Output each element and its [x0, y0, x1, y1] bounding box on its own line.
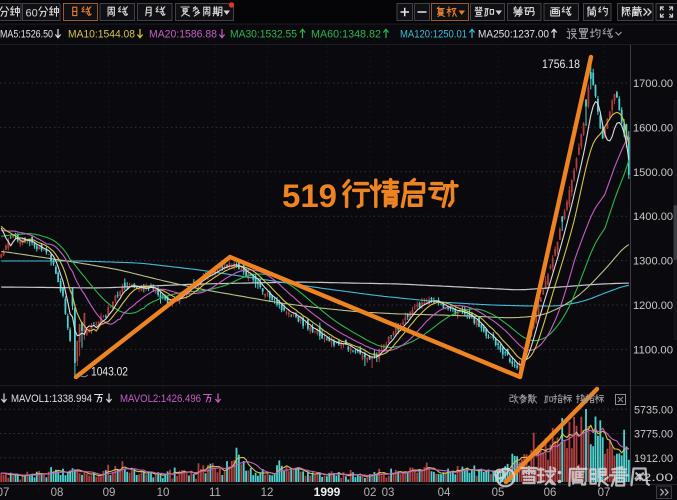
svg-text:1100.00: 1100.00	[633, 344, 673, 356]
svg-text:MA120:1250.01: MA120:1250.01	[400, 29, 467, 41]
svg-text:05: 05	[492, 487, 505, 499]
svg-text:07: 07	[598, 487, 611, 499]
svg-text:MA5:1526.50: MA5:1526.50	[0, 29, 53, 41]
svg-text:1200.00: 1200.00	[633, 300, 673, 312]
svg-text:02: 02	[364, 487, 377, 499]
svg-text:1912.00: 1912.00	[634, 453, 673, 465]
svg-text:11: 11	[209, 487, 221, 499]
svg-text:5735.00: 5735.00	[634, 404, 673, 416]
svg-text:06: 06	[544, 487, 557, 499]
svg-text:1400.00: 1400.00	[633, 211, 673, 223]
svg-text:1700.00: 1700.00	[633, 78, 673, 90]
svg-text:60: 60	[26, 8, 38, 20]
svg-text:08: 08	[51, 487, 64, 499]
svg-text:10: 10	[157, 487, 170, 499]
svg-text:04: 04	[438, 487, 451, 499]
svg-text:519: 519	[282, 178, 337, 214]
svg-text:03: 03	[382, 487, 395, 499]
svg-text:MAVOL1:1338.994: MAVOL1:1338.994	[11, 393, 92, 405]
svg-text:3775.00: 3775.00	[634, 429, 673, 441]
svg-text:07: 07	[0, 487, 9, 499]
svg-text:MA20:1586.88: MA20:1586.88	[149, 29, 217, 41]
svg-text:MA30:1532.55: MA30:1532.55	[230, 29, 297, 41]
svg-text:1500.00: 1500.00	[633, 167, 673, 179]
svg-text:1043.02: 1043.02	[91, 367, 128, 379]
svg-text:1999: 1999	[314, 485, 341, 499]
svg-text:09: 09	[103, 487, 116, 499]
svg-text:MA10:1544.08: MA10:1544.08	[68, 29, 135, 41]
svg-text:MAVOL2:1426.496: MAVOL2:1426.496	[120, 393, 201, 405]
svg-text:MA250:1237.00: MA250:1237.00	[478, 29, 549, 41]
svg-text:1600.00: 1600.00	[633, 122, 673, 134]
svg-text:42.00: 42.00	[634, 472, 673, 484]
svg-text:12: 12	[261, 487, 274, 499]
svg-text:1756.18: 1756.18	[542, 59, 580, 71]
svg-text:1300.00: 1300.00	[633, 256, 673, 268]
svg-text:MA60:1348.82: MA60:1348.82	[311, 29, 381, 41]
